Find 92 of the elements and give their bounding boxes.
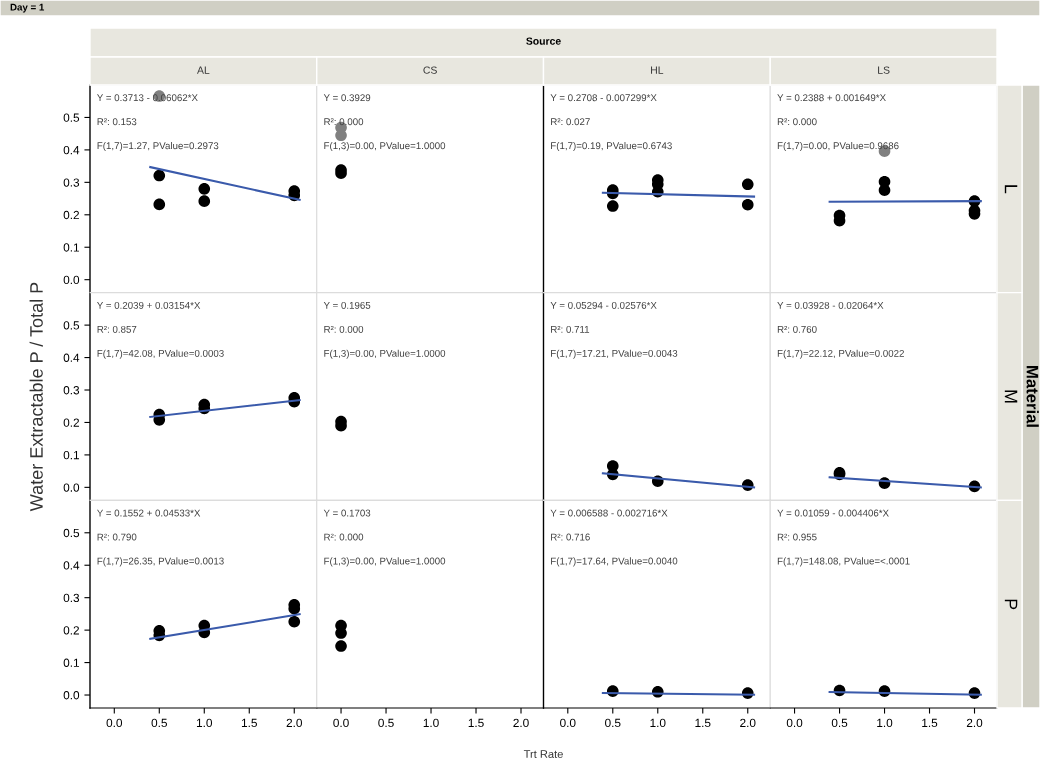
annotation: Y = 0.3929 xyxy=(323,94,371,102)
annotation: F(1,7)=1.27, PValue=0.2973 xyxy=(97,142,219,152)
annotation: R²: 0.000 xyxy=(324,325,364,333)
x-tick-label: 1.0 xyxy=(650,718,666,728)
annotation: Y = 0.2388 + 0.001649*X xyxy=(777,94,886,102)
x-tick-label: 0.0 xyxy=(560,718,576,728)
y-tick-label: 0.4 xyxy=(63,561,80,570)
point xyxy=(153,169,166,182)
x-tick-label: 1.0 xyxy=(196,718,213,728)
chart-title: AL xyxy=(197,66,210,74)
annotation: Y = 0.1703 xyxy=(323,509,371,517)
chart-title: LS xyxy=(878,66,890,74)
annotation: F(1,3)=0.00, PValue=1.0000 xyxy=(324,142,446,152)
annotation: Y = 0.2039 + 0.03154*X xyxy=(97,301,201,309)
x-tick-label: 1.5 xyxy=(468,718,484,728)
y-tick-label: 0.3 xyxy=(63,178,80,187)
annotation: R²: 0.153 xyxy=(97,118,137,126)
point xyxy=(606,200,619,212)
x-tick-label: 0.0 xyxy=(786,718,803,728)
y-tick-label: 0.2 xyxy=(63,210,79,220)
annotation: R²: 0.716 xyxy=(551,533,590,541)
x-tick-label: 0.5 xyxy=(605,718,621,728)
annotation: Y = 0.01059 - 0.004406*X xyxy=(777,509,889,517)
y-tick-label: 0.0 xyxy=(63,275,80,285)
annotation: R²: 0.760 xyxy=(777,325,817,333)
annotation: R²: 0.027 xyxy=(551,118,590,126)
annotation: R²: 0.000 xyxy=(777,118,817,126)
x-tick-label: 1.0 xyxy=(423,718,439,728)
chart-title: CS xyxy=(423,66,437,74)
x-tick-label: 2.0 xyxy=(286,718,302,728)
annotation: R²: 0.955 xyxy=(777,533,817,541)
text: Day = 1 xyxy=(10,3,45,13)
annotation: F(1,7)=22.12, PValue=0.0022 xyxy=(777,349,904,359)
point xyxy=(198,183,211,195)
x-tick-label: 0.5 xyxy=(151,718,167,728)
annotation: Y = 0.05294 - 0.02576*X xyxy=(550,301,657,309)
y-tick-label: 0.2 xyxy=(63,626,79,635)
y-tick-label: 0.5 xyxy=(63,528,80,538)
x-tick-label: 1.5 xyxy=(922,718,938,728)
y-tick-label: 0.1 xyxy=(63,243,80,252)
y-tick-label: 0.3 xyxy=(63,386,80,395)
x-tick-label: 2.0 xyxy=(740,718,756,728)
annotation: F(1,7)=42.08, PValue=0.0003 xyxy=(97,349,224,359)
annotation: F(1,7)=17.21, PValue=0.0043 xyxy=(551,349,678,359)
y-tick-label: 0.4 xyxy=(63,145,80,155)
annotation: Y = 0.2708 - 0.007299*X xyxy=(550,94,657,102)
annotation: F(1,7)=0.19, PValue=0.6743 xyxy=(551,142,672,152)
y-tick-label: 0.0 xyxy=(63,691,80,700)
y-tick-label: 0.2 xyxy=(63,418,79,427)
x-tick-label: 2.0 xyxy=(966,718,983,728)
annotation: F(1,3)=0.00, PValue=1.0000 xyxy=(324,349,446,359)
annotation: F(1,7)=148.08, PValue=<.0001 xyxy=(777,557,910,567)
x-tick-label: 0.0 xyxy=(106,718,123,728)
x-tick-label: 1.0 xyxy=(877,718,893,728)
annotation: R²: 0.857 xyxy=(97,325,137,333)
y-tick-label: 0.3 xyxy=(63,593,80,603)
annotation: Y = 0.1965 xyxy=(323,301,371,309)
text: Material xyxy=(1026,366,1039,427)
chart-title: HL xyxy=(651,66,664,74)
point xyxy=(198,195,211,207)
x-tick-label: 0.5 xyxy=(831,718,848,728)
x-tick-label: 0.5 xyxy=(378,718,394,728)
y-tick-label: 0.4 xyxy=(63,353,80,362)
annotation: R²: 0.000 xyxy=(324,533,364,541)
annotation: F(1,7)=26.35, PValue=0.0013 xyxy=(97,557,224,567)
point xyxy=(741,198,754,211)
annotation: Y = 0.006588 - 0.002716*X xyxy=(550,509,668,517)
x-tick-label: 0.0 xyxy=(333,718,349,728)
y-tick-label: 0.5 xyxy=(63,321,80,330)
annotation: Y = 0.03928 - 0.02064*X xyxy=(777,301,884,309)
annotation: F(1,3)=0.00, PValue=1.0000 xyxy=(324,557,446,567)
text: M xyxy=(1004,390,1018,403)
point xyxy=(153,198,166,211)
point xyxy=(288,615,301,628)
text: L xyxy=(1004,185,1018,194)
annotation: R²: 0.711 xyxy=(551,325,590,333)
annotation: Y = 0.1552 + 0.04533*X xyxy=(97,509,201,517)
text: Trt Rate xyxy=(523,750,563,758)
text: Water Extractable P / Total P xyxy=(29,282,43,512)
y-tick-label: 0.1 xyxy=(63,658,80,667)
text: P xyxy=(1004,599,1018,610)
point xyxy=(741,178,754,191)
y-tick-label: 0.5 xyxy=(63,113,80,122)
x-tick-label: 1.5 xyxy=(241,718,257,728)
annotation: F(1,7)=17.64, PValue=0.0040 xyxy=(551,557,678,567)
x-tick-label: 1.5 xyxy=(695,718,711,728)
y-tick-label: 0.1 xyxy=(63,450,80,460)
y-tick-label: 0.0 xyxy=(63,483,80,492)
text: Source xyxy=(526,37,561,45)
point xyxy=(878,184,891,196)
x-tick-label: 2.0 xyxy=(513,718,529,728)
annotation: R²: 0.790 xyxy=(97,533,137,541)
